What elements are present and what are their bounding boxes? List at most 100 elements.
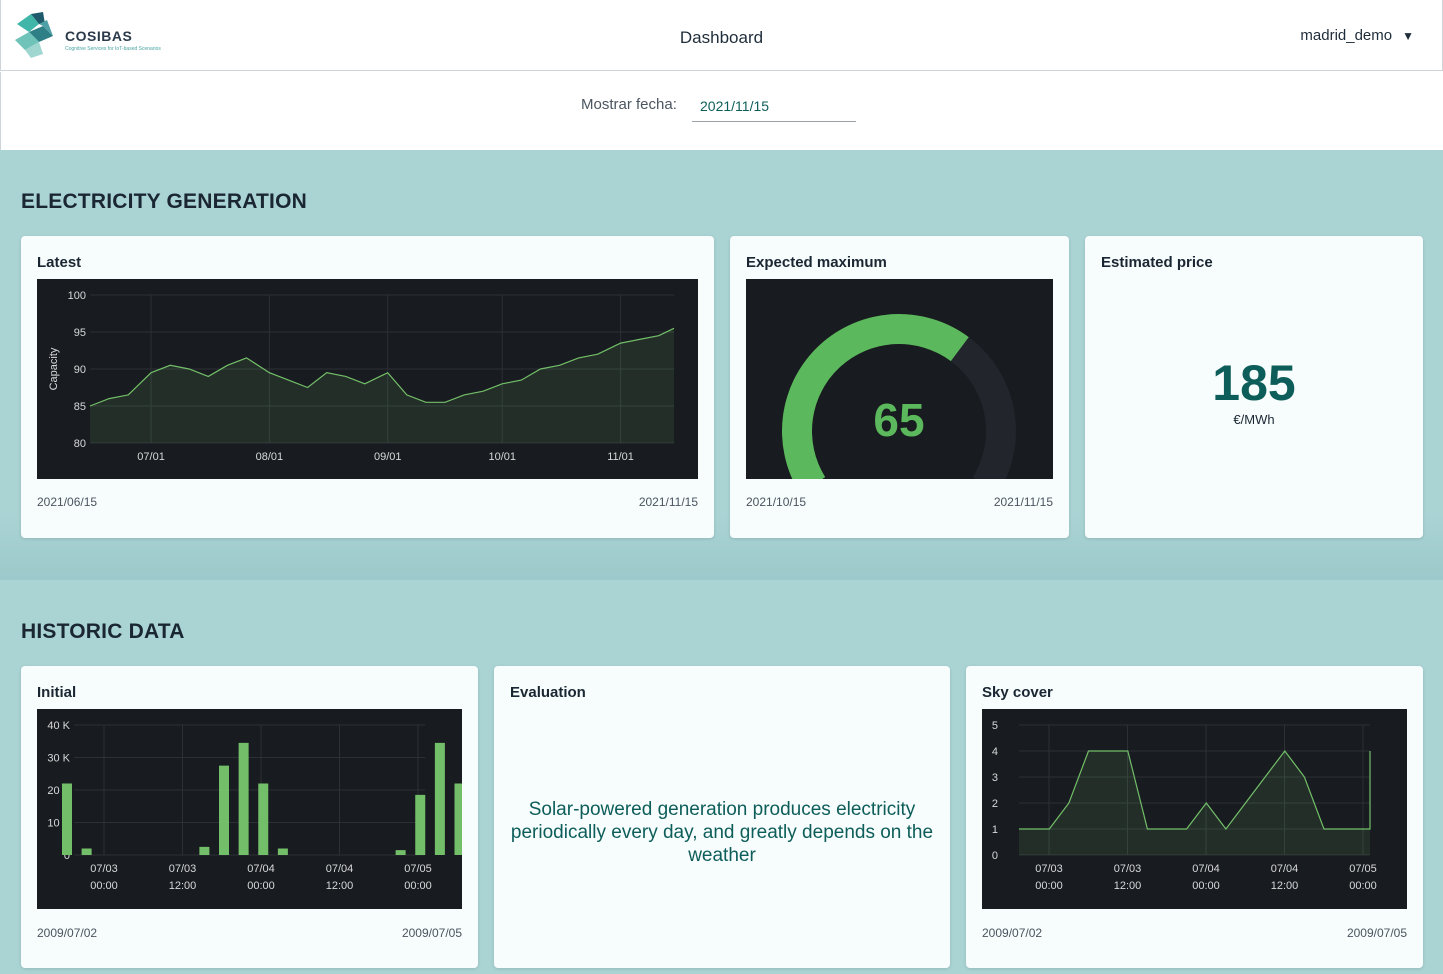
x-tick-label: 00:00 [1192,880,1220,892]
evaluation-panel[interactable]: Evaluation Solar-powered generation prod… [494,666,950,968]
panel-title-evaluation: Evaluation [510,684,586,701]
y-tick-label: 30 K [47,753,70,765]
x-tick-label: 09/01 [374,451,402,463]
top-bar: COSIBAS Cognitive Services for IoT-based… [0,0,1443,71]
page-title: Dashboard [679,28,764,47]
y-tick-label: 4 [992,746,998,758]
date-input[interactable] [692,90,856,122]
electricity-generation-section: ELECTRICITY GENERATION Latest 100 95 90 85 8… [0,150,1443,580]
x-tick-label: 00:00 [247,880,275,892]
price-value: 185 [1212,355,1296,411]
y-tick-label: 5 [992,720,998,732]
sky-cover-panel[interactable]: Sky cover 5 4 3 2 1 0 07/03 00:00 07/03 12:00 07/0… [966,666,1423,968]
bar [258,783,269,855]
estimated-price-panel[interactable]: Estimated price 185 €/MWh [1085,236,1423,538]
x-tick-label: 07/01 [137,451,165,463]
y-tick-label: 3 [992,772,998,784]
evaluation-text: Solar-powered generation produces electr… [510,799,934,866]
y-tick-label: 0 [992,850,998,862]
panel-start-date: 2009/07/02 [982,926,1043,940]
initial-chart[interactable]: 40 K 30 K 20 K 10 K 0 07/03 00:00 07/03 12:00 07/… [37,709,485,909]
bar [238,742,249,855]
initial-chart-svg: 40 K30 K20 K10 K007/0300:0007/0312:0007/… [47,720,485,892]
latest-panel[interactable]: Latest 100 95 90 85 80 07/01 08/01 09/01 10/01 11… [21,236,714,538]
bar [219,765,229,855]
x-tick-label: 00:00 [1035,880,1063,892]
panel-title-sky-cover: Sky cover [982,684,1053,701]
panel-title-latest: Latest [37,254,82,271]
bar [395,850,406,855]
bar [62,783,72,855]
y-tick-label: 40 K [47,720,70,732]
bar [415,794,426,855]
x-tick-label: 07/03 [1114,863,1142,875]
logo-text: COSIBAS [65,28,133,44]
latest-chart-svg: 100 95 90 85 80 07/01 08/01 09/01 10/01 11/01 Capa… [48,290,675,463]
bar [454,783,465,855]
panel-title-initial: Initial [37,684,77,701]
x-tick-label: 12:00 [1271,880,1299,892]
price-unit: €/MWh [1233,412,1275,427]
caret-down-icon: ▼ [1402,29,1414,43]
x-tick-label: 00:00 [404,880,432,892]
expected-maximum-panel[interactable]: Expected maximum 65 2021/10/15 2021/11/1… [730,236,1069,538]
latest-chart[interactable]: 100 95 90 85 80 07/01 08/01 09/01 10/01 11/01 Capa… [37,279,698,479]
x-tick-label: 12:00 [1114,880,1142,892]
x-tick-label: 07/04 [326,863,354,875]
y-tick-label: 80 [74,438,86,450]
x-tick-label: 10/01 [488,451,516,463]
bar [277,848,288,855]
cosibas-logo[interactable]: COSIBAS Cognitive Services for IoT-based… [13,10,163,62]
user-name: madrid_demo [1300,27,1393,44]
date-filter-bar: Mostrar fecha: [0,72,1443,150]
user-menu[interactable]: madrid_demo ▼ [1300,27,1414,44]
bar [81,848,92,855]
logo-subtitle: Cognitive Services for IoT-based Scenari… [65,46,161,52]
series-line [1019,750,1371,830]
panel-end-date: 2009/07/05 [1346,926,1407,940]
x-tick-label: 12:00 [169,880,197,892]
panel-start-date: 2021/06/15 [37,495,98,509]
panel-title-estimated-price: Estimated price [1101,254,1213,271]
gauge-chart[interactable]: 65 [746,279,1053,494]
sky-cover-chart[interactable]: 5 4 3 2 1 0 07/03 00:00 07/03 12:00 07/04 00:00 07/0… [982,709,1407,909]
x-tick-label: 07/05 [1349,863,1377,875]
y-tick-label: 2 [992,798,998,810]
x-tick-label: 07/04 [247,863,275,875]
y-axis-label: Capacity [48,347,60,390]
x-tick-label: 07/04 [1271,863,1299,875]
y-tick-label: 85 [74,401,86,413]
gauge-value-arc [782,313,969,494]
panel-start-date: 2009/07/02 [37,926,98,940]
section-title-historic: HISTORIC DATA [21,620,185,643]
series-line [89,327,675,407]
y-tick-label: 95 [74,327,86,339]
x-tick-label: 08/01 [256,451,284,463]
panel-end-date: 2009/07/05 [401,926,462,940]
x-tick-label: 11/01 [607,451,634,463]
bar [434,742,445,855]
initial-panel[interactable]: Initial 40 K 30 K 20 K 10 K 0 07/03 00:00 07/03… [21,666,485,968]
panel-title-expected-maximum: Expected maximum [746,254,887,271]
y-tick-label: 1 [992,824,998,836]
panel-end-date: 2021/11/15 [638,495,698,509]
section-title-generation: ELECTRICITY GENERATION [21,190,307,213]
x-tick-label: 12:00 [326,880,354,892]
x-tick-label: 00:00 [1349,880,1377,892]
cosibas-logo-icon [15,12,53,58]
series-area [90,328,674,443]
y-tick-label: 90 [74,364,86,376]
series-area [1019,751,1370,855]
gauge-value-label: 65 [873,394,924,446]
date-label: Mostrar fecha: [581,96,677,113]
x-tick-label: 07/03 [90,863,118,875]
bar [199,846,210,855]
gauge-chart-svg: 65 [782,313,1016,494]
y-tick-label: 0 [64,850,70,862]
sky-cover-chart-svg: 5 4 3 2 1 0 07/03 00:00 07/03 12:00 07/04 00:00 07/0… [992,720,1377,892]
x-tick-label: 07/05 [404,863,432,875]
y-tick-label: 100 [68,290,86,302]
panel-end-date: 2021/11/15 [993,495,1053,509]
x-tick-label: 07/03 [169,863,197,875]
